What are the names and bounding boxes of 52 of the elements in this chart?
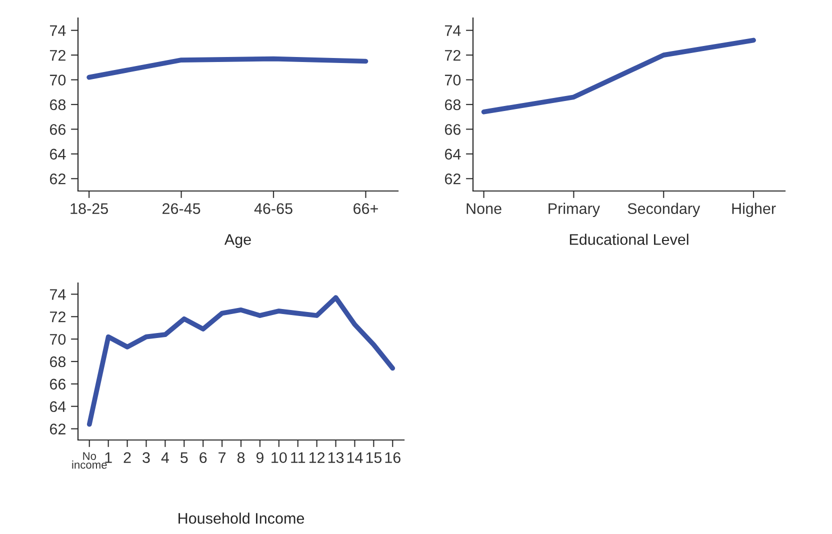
y-tick-label: 64 xyxy=(444,148,461,160)
x-tick-label: 10 xyxy=(272,452,287,464)
x-tick-label: 15 xyxy=(366,452,382,464)
y-tick-label: 70 xyxy=(50,74,66,86)
y-tick-label: 68 xyxy=(444,99,461,110)
x-tick-label: None xyxy=(466,203,502,214)
x-tick-label: 11 xyxy=(291,452,306,463)
x-tick-label: 26-45 xyxy=(162,203,200,214)
y-tick-label: 62 xyxy=(50,424,66,434)
x-axis-title: Household Income xyxy=(178,512,304,524)
y-tick-label: 66 xyxy=(50,124,66,135)
x-tick-label: 3 xyxy=(142,452,150,464)
x-axis-title: Educational Level xyxy=(570,234,688,245)
y-tick-label: 64 xyxy=(50,401,66,412)
x-tick-label: 16 xyxy=(385,452,400,464)
y-tick-label: 74 xyxy=(444,25,461,36)
x-tick-label: Primary xyxy=(548,202,600,218)
y-tick-label: 66 xyxy=(444,124,461,135)
x-tick-label: 13 xyxy=(328,452,344,464)
x-tick-label: Secondary xyxy=(628,202,700,218)
line-series xyxy=(86,295,396,427)
line-series xyxy=(481,38,756,114)
y-tick-label: 72 xyxy=(444,50,460,61)
y-tick-label: 74 xyxy=(50,289,66,300)
x-tick-label: 9 xyxy=(256,452,264,464)
x-tick-label: 7 xyxy=(218,452,226,463)
x-tick-label: 18-25 xyxy=(70,203,108,214)
line-series xyxy=(86,56,368,80)
x-tick-label: 46-65 xyxy=(254,203,292,214)
y-tick-label: 62 xyxy=(444,174,460,184)
x-tick-label: 5 xyxy=(180,452,188,464)
x-tick-label: 6 xyxy=(200,452,207,464)
y-tick-label: 66 xyxy=(50,378,66,390)
x-tick-label: 66+ xyxy=(354,203,378,214)
x-tick-label: 8 xyxy=(237,452,245,464)
y-tick-label: 70 xyxy=(444,74,461,86)
x-tick-label: 4 xyxy=(161,452,169,463)
x-tick-label: 14 xyxy=(347,452,363,463)
x-tick-label: 1 xyxy=(105,452,112,463)
x-tick-label: Higher xyxy=(732,202,776,218)
x-tick-label: 12 xyxy=(309,452,325,463)
x-axis-title: Age xyxy=(224,234,251,248)
y-tick-label: 68 xyxy=(50,356,66,368)
y-tick-label: 64 xyxy=(50,148,66,160)
y-tick-label: 68 xyxy=(50,99,66,110)
y-tick-label: 62 xyxy=(50,174,66,184)
x-tick-label: 2 xyxy=(124,452,131,463)
y-tick-label: 70 xyxy=(50,334,66,345)
x-tick-label: No income xyxy=(72,452,107,469)
y-tick-label: 72 xyxy=(50,312,66,322)
y-tick-label: 72 xyxy=(50,50,66,61)
y-tick-label: 74 xyxy=(50,25,66,36)
